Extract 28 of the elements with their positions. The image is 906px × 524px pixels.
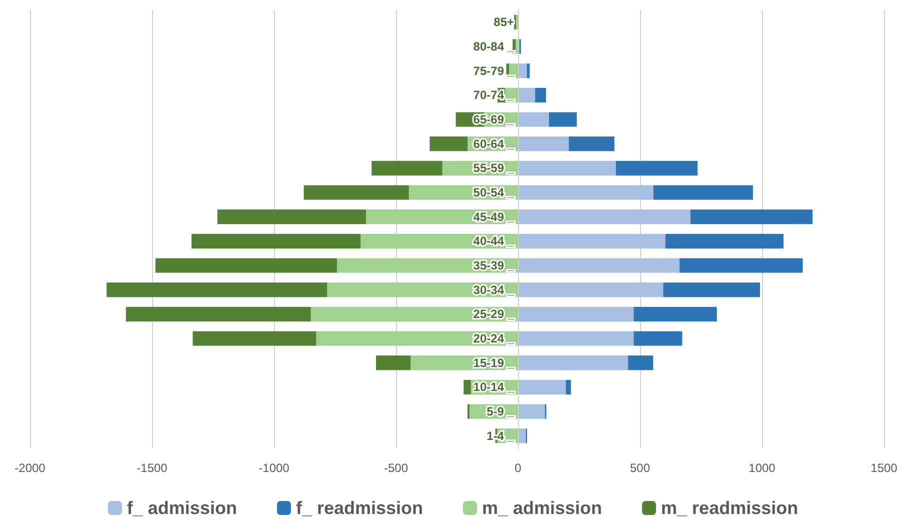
x-tick-label: -2000 xyxy=(14,461,46,475)
legend-label: m_ admission xyxy=(482,498,602,518)
y-tick-label: 35-39 _ xyxy=(473,258,514,272)
x-tick-label: 1000 xyxy=(748,461,776,475)
y-tick-label: 85+ xyxy=(494,15,514,30)
x-tick-label: 0 xyxy=(514,461,522,475)
x-tick-label: -500 xyxy=(384,461,408,475)
y-tick-label: 5-9 _ xyxy=(486,404,514,418)
y-tick-label: 55-59 _ xyxy=(473,161,514,176)
y-tick-label: 50-54 _ xyxy=(473,186,514,200)
x-tick-label: -1500 xyxy=(136,461,168,475)
x-tick-label: 1500 xyxy=(870,461,898,475)
legend-label: f_ readmission xyxy=(296,498,423,518)
y-tick-label: 25-29 _ xyxy=(473,307,514,322)
x-tick-label: 500 xyxy=(630,461,650,475)
y-tick-label: 30-34 _ xyxy=(473,282,514,297)
y-tick-label: 20-24 _ xyxy=(473,332,514,346)
y-tick-label: 75-79 _ xyxy=(473,64,514,78)
legend-label: m_ readmission xyxy=(661,498,798,518)
y-tick-label: 60-64 _ xyxy=(473,136,514,151)
x-tick-label: -1000 xyxy=(258,461,290,475)
y-tick-label: 1-4 _ xyxy=(486,428,514,443)
legend-label: f_ admission xyxy=(126,498,237,518)
y-tick-label: 40-44 _ xyxy=(473,234,514,248)
y-tick-label: 15-19 _ xyxy=(473,356,514,370)
y-tick-label: 10-14 _ xyxy=(473,380,514,394)
y-tick-label: 45-49 _ xyxy=(473,210,514,224)
y-tick-label: 80-84 _ xyxy=(473,40,514,54)
